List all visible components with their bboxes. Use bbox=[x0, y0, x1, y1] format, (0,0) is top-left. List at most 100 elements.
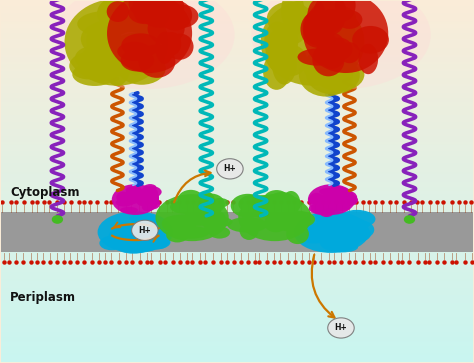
Bar bbox=[0, 283, 474, 285]
Ellipse shape bbox=[172, 226, 210, 239]
Bar bbox=[0, 73, 474, 75]
Bar bbox=[0, 237, 474, 239]
Ellipse shape bbox=[140, 0, 180, 28]
Bar bbox=[0, 248, 474, 250]
Ellipse shape bbox=[173, 219, 195, 230]
Ellipse shape bbox=[86, 22, 114, 60]
Ellipse shape bbox=[326, 38, 353, 61]
Bar bbox=[0, 350, 474, 351]
Ellipse shape bbox=[339, 42, 360, 63]
Bar bbox=[0, 46, 474, 48]
Bar bbox=[0, 340, 474, 342]
Ellipse shape bbox=[303, 0, 388, 73]
Ellipse shape bbox=[329, 199, 351, 205]
Bar bbox=[0, 152, 474, 154]
Bar bbox=[0, 60, 474, 62]
Bar bbox=[0, 26, 474, 28]
Bar bbox=[0, 145, 474, 147]
Bar bbox=[0, 6, 474, 8]
Bar bbox=[0, 111, 474, 113]
Ellipse shape bbox=[261, 0, 365, 86]
Bar bbox=[0, 68, 474, 69]
Ellipse shape bbox=[197, 191, 215, 212]
Bar bbox=[0, 256, 474, 257]
Ellipse shape bbox=[335, 219, 369, 230]
Bar bbox=[0, 171, 474, 172]
Bar bbox=[0, 218, 474, 220]
Bar bbox=[0, 57, 474, 58]
Ellipse shape bbox=[308, 6, 335, 51]
Bar bbox=[0, 154, 474, 156]
Bar bbox=[0, 89, 474, 91]
Ellipse shape bbox=[346, 226, 371, 242]
Ellipse shape bbox=[330, 217, 350, 232]
Bar bbox=[0, 353, 474, 355]
Bar bbox=[0, 243, 474, 245]
Ellipse shape bbox=[328, 213, 356, 232]
Bar bbox=[0, 209, 474, 211]
Ellipse shape bbox=[266, 192, 298, 217]
Bar bbox=[0, 227, 474, 229]
Ellipse shape bbox=[86, 39, 137, 77]
Bar bbox=[0, 12, 474, 13]
Bar bbox=[0, 268, 474, 270]
Bar bbox=[0, 297, 474, 299]
Ellipse shape bbox=[100, 9, 153, 32]
Bar bbox=[0, 223, 474, 225]
Ellipse shape bbox=[316, 207, 335, 214]
Ellipse shape bbox=[137, 193, 154, 201]
Bar bbox=[0, 117, 474, 118]
Bar bbox=[0, 140, 474, 142]
Bar bbox=[0, 4, 474, 6]
Ellipse shape bbox=[138, 232, 158, 244]
Bar bbox=[0, 194, 474, 196]
Ellipse shape bbox=[75, 46, 111, 70]
Bar bbox=[0, 75, 474, 77]
Bar bbox=[0, 306, 474, 308]
Bar bbox=[0, 229, 474, 230]
Ellipse shape bbox=[332, 204, 350, 211]
Ellipse shape bbox=[338, 194, 358, 206]
Ellipse shape bbox=[55, 0, 235, 89]
Ellipse shape bbox=[281, 0, 304, 31]
Bar bbox=[0, 292, 474, 294]
Ellipse shape bbox=[319, 9, 344, 35]
Bar bbox=[0, 191, 474, 192]
Bar bbox=[0, 324, 474, 326]
Bar bbox=[0, 28, 474, 30]
Ellipse shape bbox=[319, 188, 340, 195]
Bar bbox=[0, 252, 474, 254]
Bar bbox=[0, 35, 474, 37]
Ellipse shape bbox=[276, 22, 298, 62]
Ellipse shape bbox=[97, 0, 153, 32]
Ellipse shape bbox=[210, 198, 229, 208]
Ellipse shape bbox=[155, 32, 174, 64]
Bar bbox=[0, 98, 474, 100]
Ellipse shape bbox=[297, 226, 331, 244]
Bar bbox=[0, 246, 474, 248]
Ellipse shape bbox=[314, 224, 331, 240]
Bar bbox=[0, 178, 474, 180]
Bar bbox=[0, 176, 474, 178]
Bar bbox=[0, 97, 474, 98]
Ellipse shape bbox=[147, 13, 185, 44]
Bar bbox=[0, 42, 474, 44]
Ellipse shape bbox=[146, 191, 159, 204]
Ellipse shape bbox=[303, 53, 332, 80]
Ellipse shape bbox=[266, 28, 297, 74]
Bar bbox=[0, 319, 474, 321]
Bar bbox=[0, 196, 474, 198]
Bar bbox=[0, 201, 474, 203]
Ellipse shape bbox=[139, 187, 158, 197]
Bar bbox=[0, 69, 474, 71]
Ellipse shape bbox=[312, 62, 338, 85]
Bar bbox=[0, 265, 474, 266]
Ellipse shape bbox=[338, 210, 375, 228]
Ellipse shape bbox=[98, 211, 173, 253]
Bar bbox=[0, 266, 474, 268]
Ellipse shape bbox=[104, 42, 137, 75]
Bar bbox=[0, 120, 474, 122]
Ellipse shape bbox=[336, 231, 361, 249]
Ellipse shape bbox=[133, 0, 153, 23]
Ellipse shape bbox=[321, 56, 352, 83]
